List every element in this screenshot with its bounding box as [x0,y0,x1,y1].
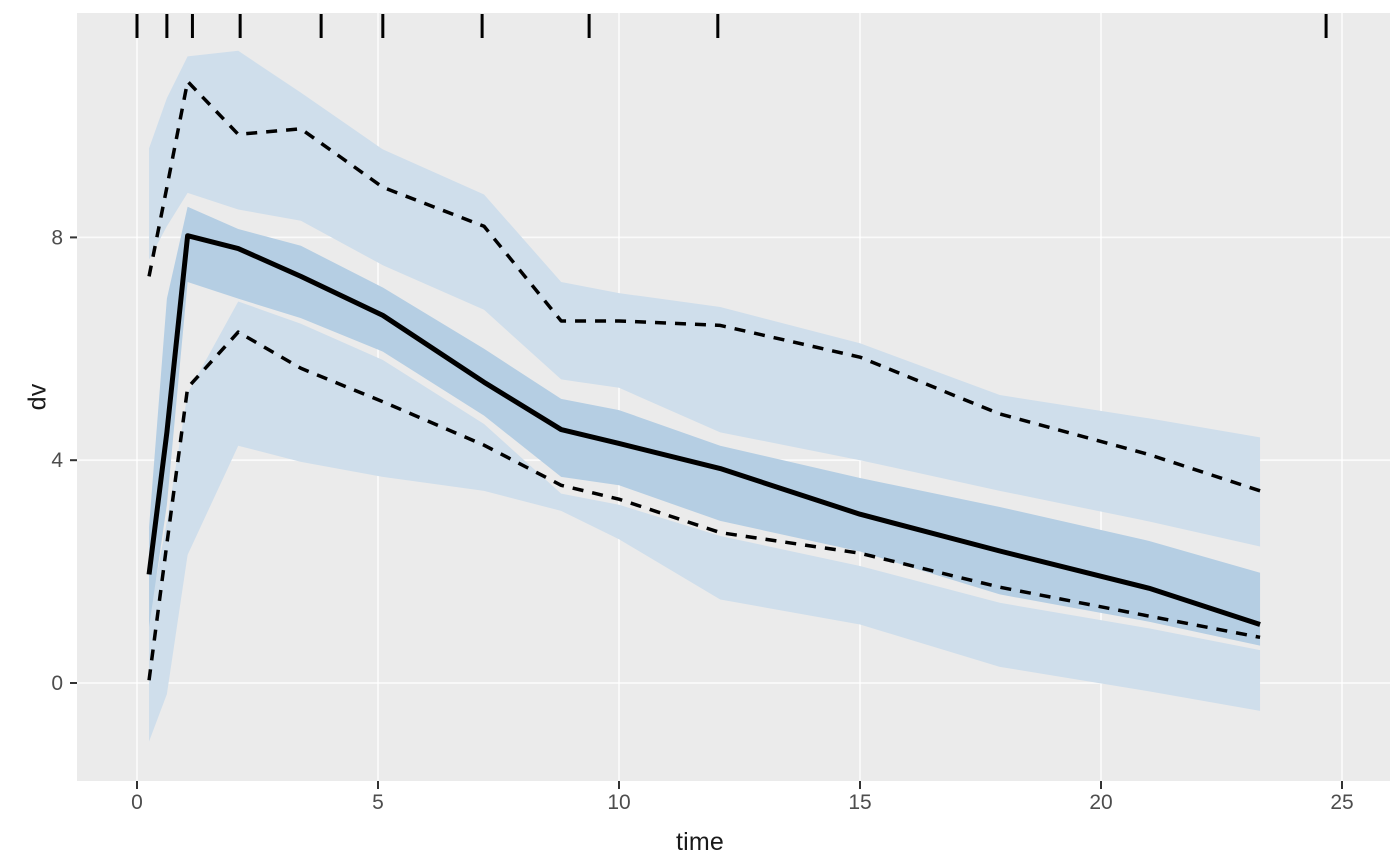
y-tick-label: 8 [51,226,63,249]
ci-ribbon-sim-ci-p5 [149,301,1261,742]
x-tick-label: 10 [607,791,630,814]
x-tick-label: 5 [372,791,384,814]
y-tick-label: 0 [51,672,63,695]
ci-ribbon-sim-ci-p95 [149,50,1261,547]
x-tick-label: 20 [1089,791,1112,814]
observed-median-line [146,233,1261,627]
ci-ribbon-sim-ci-median [149,206,1261,646]
x-axis-title: time [675,828,725,856]
x-tick-label: 25 [1330,791,1353,814]
y-tick-label: 4 [51,449,63,472]
y-axis-title: dv [23,383,52,411]
x-tick-label: 0 [131,791,143,814]
observed-p5-line [147,330,1261,681]
x-tick-label: 15 [848,791,871,814]
observed-p95-line [147,79,1261,493]
